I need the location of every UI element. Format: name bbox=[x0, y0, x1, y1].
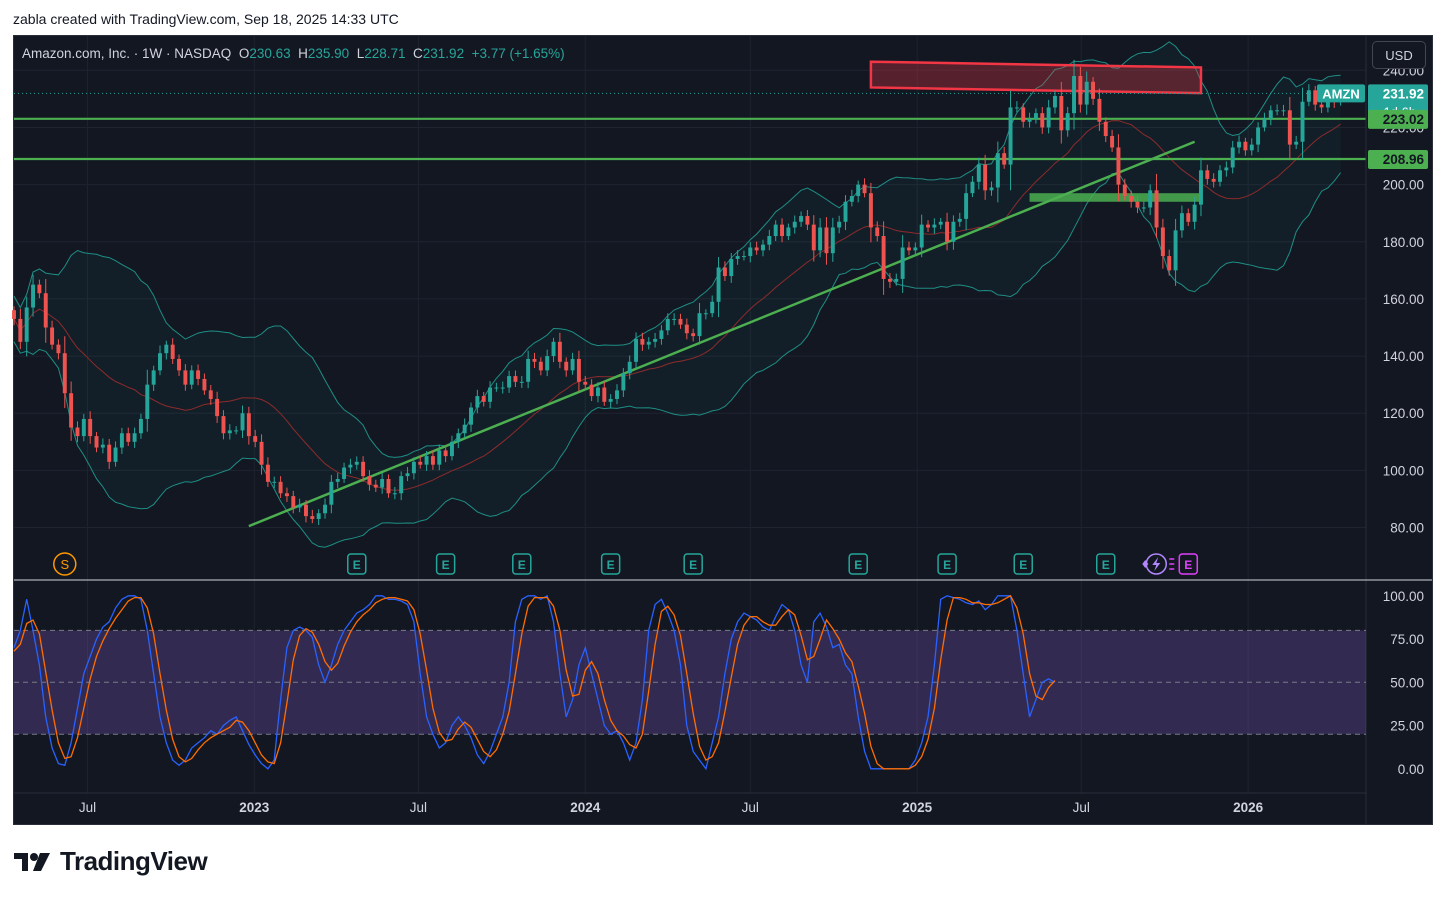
low-value: 228.71 bbox=[364, 46, 406, 61]
chart-caption: zabla created with TradingView.com, Sep … bbox=[13, 11, 399, 27]
tradingview-brand: TradingView bbox=[14, 846, 208, 877]
open-label: O bbox=[238, 46, 250, 61]
symbol-name: Amazon.com, Inc. · 1W · NASDAQ bbox=[22, 46, 232, 61]
change-value: +3.77 (+1.65%) bbox=[471, 46, 565, 61]
open-value: 230.63 bbox=[249, 46, 291, 61]
tradingview-logo-icon bbox=[14, 852, 50, 871]
chart-frame bbox=[13, 35, 1433, 825]
high-value: 235.90 bbox=[307, 46, 350, 61]
high-label: H bbox=[298, 46, 308, 61]
low-label: L bbox=[356, 46, 365, 61]
symbol-legend: Amazon.com, Inc. · 1W · NASDAQ O230.63 H… bbox=[22, 46, 565, 61]
close-value: 231.92 bbox=[422, 46, 465, 61]
tradingview-wordmark: TradingView bbox=[60, 846, 208, 876]
currency-button[interactable]: USD bbox=[1372, 41, 1426, 69]
close-label: C bbox=[413, 46, 423, 61]
